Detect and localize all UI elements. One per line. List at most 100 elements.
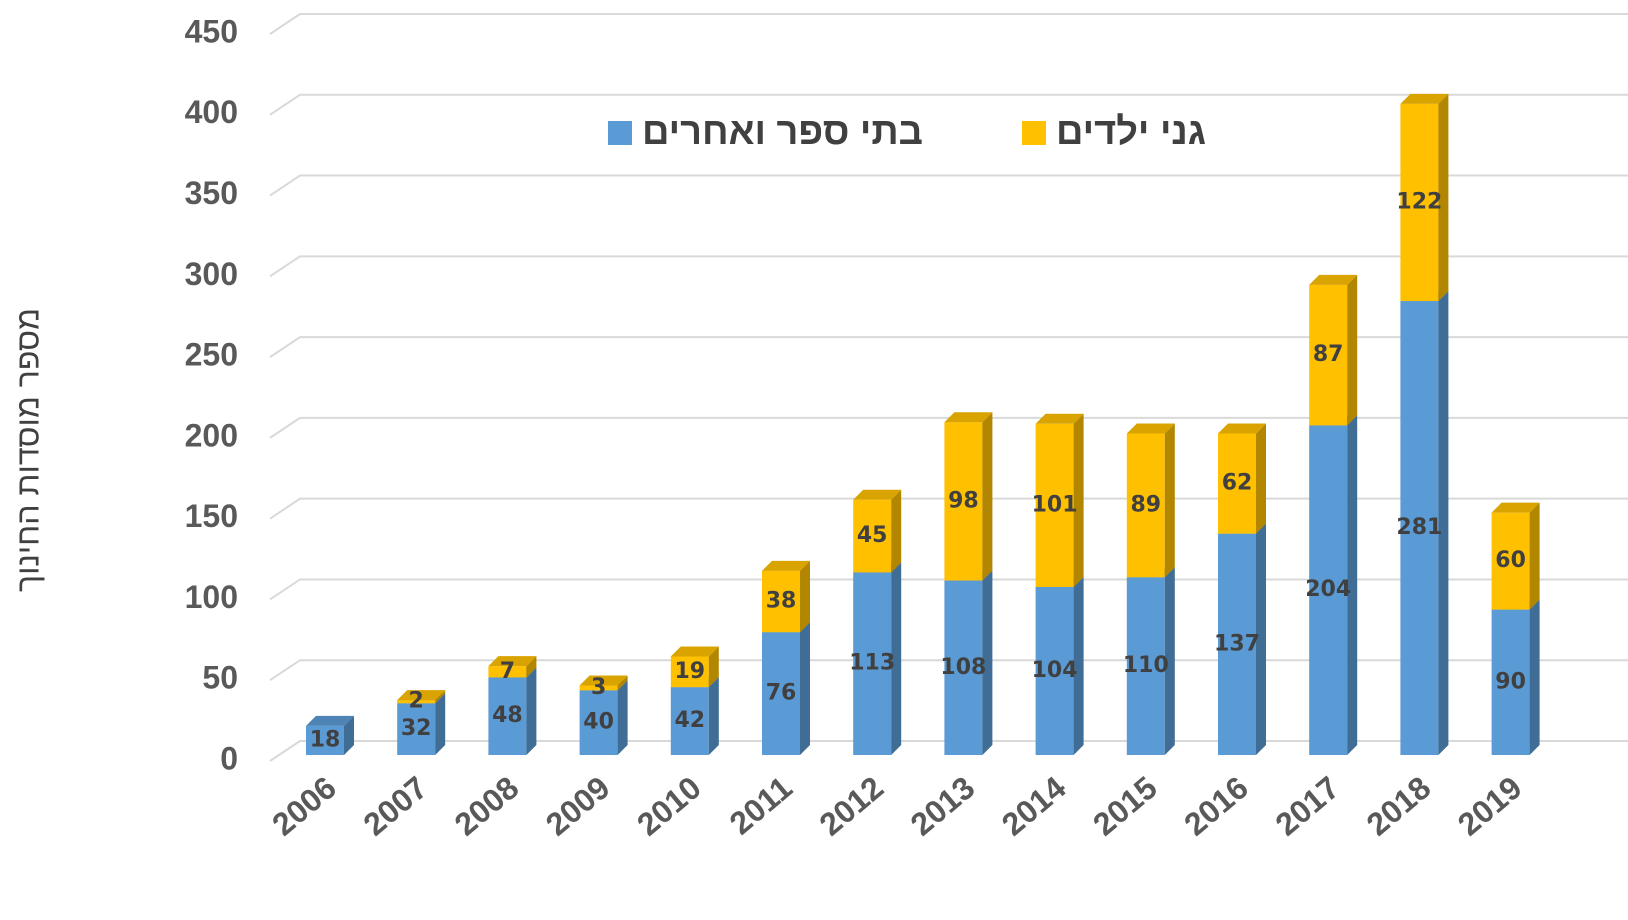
bar-side [1164, 567, 1175, 755]
grid-line [269, 497, 1628, 520]
y-tick-label: 350 [185, 175, 238, 211]
bar-side [1073, 413, 1084, 587]
bar-side [617, 680, 628, 755]
bar-side [1438, 93, 1449, 302]
data-label: 62 [1222, 471, 1253, 496]
bar-front [944, 422, 983, 581]
legend-swatch [608, 121, 632, 145]
bar-side [435, 690, 446, 704]
bar-top [488, 656, 537, 667]
bar-side [1438, 291, 1449, 755]
y-tick-label: 0 [220, 740, 238, 776]
bar-front [579, 685, 618, 691]
bar-side [982, 570, 993, 755]
bar-side [800, 560, 810, 633]
bar-side [800, 622, 810, 755]
bar-front [1400, 103, 1439, 302]
x-tick-label: 2010 [630, 769, 708, 842]
y-tick-label: 300 [185, 256, 238, 292]
grid-line [269, 255, 1628, 278]
bar-side [891, 562, 902, 755]
bar-front [1491, 609, 1530, 755]
bar-top [1400, 93, 1449, 104]
bar-front [1400, 301, 1439, 755]
bar-segment [579, 675, 628, 691]
bar-top [306, 715, 354, 726]
x-tick-label: 2015 [1086, 769, 1164, 842]
y-axis-label: מספר מוסדות החינוך [9, 308, 45, 592]
bar-front [1126, 577, 1165, 755]
grid-line [269, 13, 1628, 35]
bar-segment [670, 646, 719, 688]
bar-front [488, 666, 527, 678]
bar-side [435, 693, 446, 755]
bar-segment [1218, 523, 1266, 755]
bar-top [579, 675, 628, 686]
data-label: 38 [766, 589, 797, 614]
x-tick-label: 2018 [1360, 769, 1438, 842]
bar-front [579, 690, 618, 755]
bar-segment [853, 489, 902, 573]
bar-side [1073, 576, 1084, 755]
bar-top [670, 646, 719, 657]
bar-front [306, 725, 344, 755]
legend-swatch [1022, 121, 1046, 145]
legend-label: גני ילדים [1056, 111, 1206, 153]
legend-label: בתי ספר ואחרים [642, 111, 923, 153]
bar-front [944, 580, 983, 755]
x-tick-label: 2006 [265, 769, 343, 842]
data-label: 281 [1396, 515, 1442, 540]
bar-segment [1035, 576, 1084, 755]
bar-side [1347, 274, 1358, 426]
bar-segment [1309, 274, 1358, 426]
bar-top [762, 560, 810, 571]
data-label: 98 [948, 488, 979, 513]
bar-front [670, 687, 709, 755]
data-label: 108 [940, 655, 986, 680]
bar-front [1218, 533, 1256, 755]
bar-front [1035, 586, 1074, 755]
grid-line [269, 174, 1628, 197]
data-label: 204 [1305, 577, 1351, 602]
bar-segment [397, 690, 446, 704]
y-tick-label: 250 [185, 337, 238, 373]
grid-line [269, 740, 1628, 762]
bar-segment [1400, 93, 1449, 302]
x-tick-label: 2017 [1268, 769, 1346, 842]
data-label: 89 [1130, 492, 1161, 517]
x-tick-label: 2013 [904, 769, 982, 842]
data-label: 76 [766, 681, 797, 706]
bar-side [891, 489, 902, 573]
bar-top [397, 690, 446, 701]
data-label: 45 [857, 523, 888, 548]
data-label: 110 [1123, 653, 1169, 678]
y-tick-label: 200 [185, 417, 238, 453]
bar-top [1491, 502, 1540, 513]
bar-segment [1035, 413, 1084, 587]
bar-front [853, 499, 892, 573]
data-label: 32 [401, 716, 432, 741]
bar-front [1126, 433, 1165, 578]
x-tick-label: 2008 [448, 769, 526, 842]
bar-side [1164, 423, 1175, 578]
bar-front [670, 656, 709, 688]
bar-top [853, 489, 902, 500]
y-tick-label: 150 [185, 498, 238, 534]
bar-side [526, 667, 537, 755]
y-tick-label: 400 [185, 94, 238, 130]
x-tick-label: 2014 [995, 769, 1073, 842]
bar-segment [488, 656, 537, 678]
data-label: 40 [583, 710, 614, 735]
bar-front [1035, 423, 1074, 587]
y-tick-label: 100 [185, 579, 238, 615]
data-label: 7 [500, 659, 515, 684]
grid-line [269, 93, 1628, 116]
bar-front [1309, 284, 1348, 426]
x-tick-label: 2016 [1177, 769, 1255, 842]
data-label: 87 [1313, 342, 1344, 367]
data-label: 101 [1032, 492, 1078, 517]
bar-front [1309, 425, 1348, 755]
data-label: 113 [849, 651, 895, 676]
grid-line [269, 578, 1628, 601]
